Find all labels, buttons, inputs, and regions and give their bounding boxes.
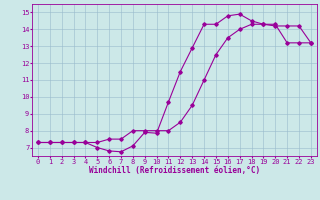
X-axis label: Windchill (Refroidissement éolien,°C): Windchill (Refroidissement éolien,°C)	[89, 166, 260, 175]
